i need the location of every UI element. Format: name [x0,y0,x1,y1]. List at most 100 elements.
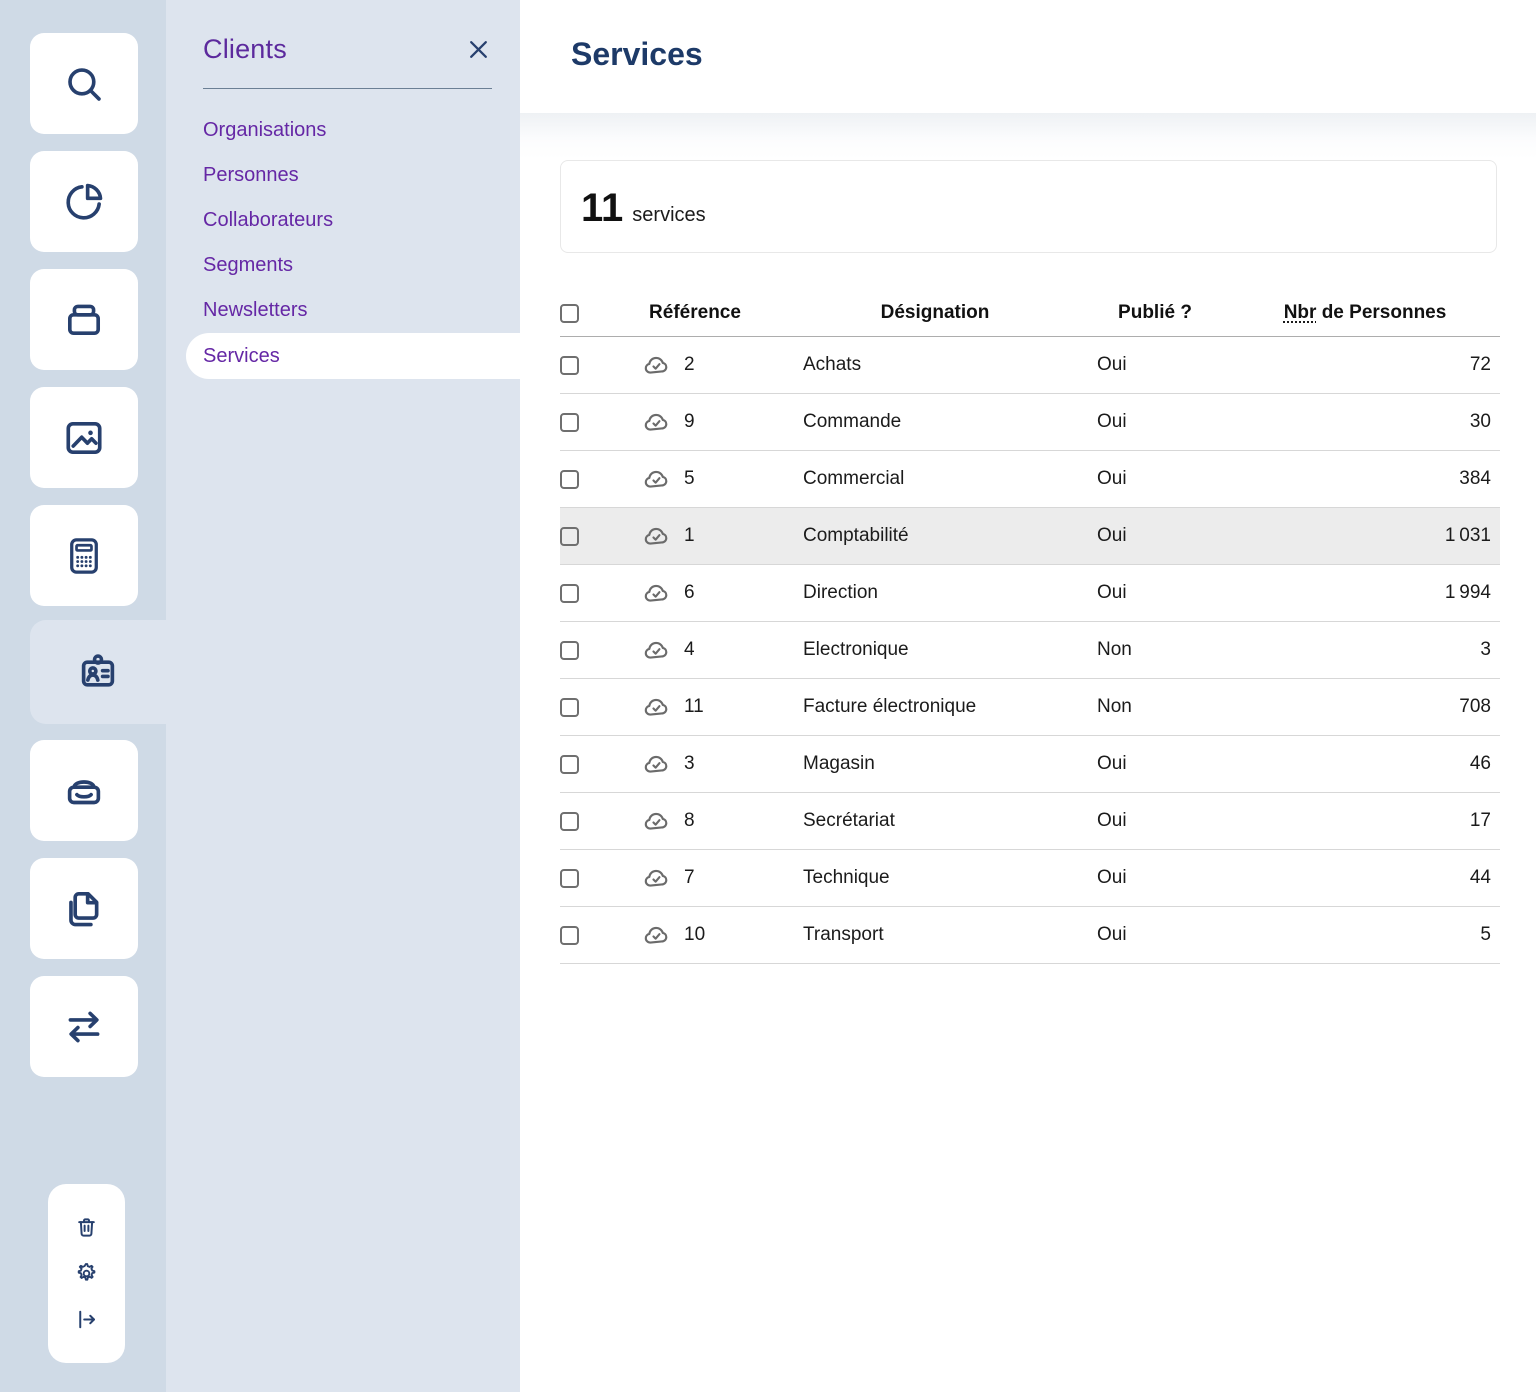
row-person-count: 5 [1480,924,1491,945]
row-person-count: 72 [1469,354,1491,375]
sidebar-item-archive-box[interactable] [30,269,138,370]
table-row[interactable]: 8 Secrétariat Oui 17 [560,793,1500,850]
row-published: Oui [1097,525,1127,546]
archive-box-icon [61,297,107,343]
clients-panel: Clients Organisations Personnes Collaborat… [166,0,520,1392]
table-row[interactable]: 3 Magasin Oui 46 [560,736,1500,793]
table-row[interactable]: 11 Facture électronique Non 708 [560,679,1500,736]
header-shadow [520,113,1536,159]
row-person-count: 3 [1480,639,1491,660]
table-row[interactable]: 4 Electronique Non 3 [560,622,1500,679]
row-designation: Electronique [803,639,909,660]
services-count: 11 [581,186,624,230]
column-header-published[interactable]: Publié ? [1118,302,1192,323]
row-published: Non [1097,696,1132,717]
row-person-count: 30 [1469,411,1491,432]
table-row[interactable]: 2 Achats Oui 72 [560,337,1500,394]
row-reference: 2 [684,354,695,375]
sidebar-item-id-badge[interactable] [30,620,166,724]
row-checkbox[interactable] [560,811,579,831]
row-checkbox[interactable] [560,697,579,717]
row-person-count: 1 031 [1444,525,1491,546]
row-published: Non [1097,639,1132,660]
services-count-label: services [632,204,706,226]
column-header-designation[interactable]: Désignation [880,302,990,323]
cloud-check-icon [640,922,673,949]
panel-item-segments[interactable]: Segments [203,254,294,276]
table-row[interactable]: 5 Commercial Oui 384 [560,451,1500,508]
trash-icon [74,1215,99,1240]
column-header-count[interactable]: Nbr de Personnes [1283,302,1447,323]
close-panel-button[interactable] [465,36,492,63]
row-checkbox[interactable] [560,640,579,660]
row-designation: Commande [803,411,902,432]
row-reference: 7 [684,867,695,888]
calculator-icon [61,533,107,579]
transfer-arrows-icon [61,1004,107,1050]
table-row[interactable]: 1 Comptabilité Oui 1 031 [560,508,1500,565]
row-checkbox[interactable] [560,412,579,432]
main-content: Services 11 services Référence Désignati… [520,0,1536,1392]
row-checkbox[interactable] [560,925,579,945]
row-published: Oui [1097,411,1127,432]
panel-item-newsletters[interactable]: Newsletters [203,299,308,321]
row-designation: Transport [803,924,884,945]
row-designation: Secrétariat [803,810,895,831]
sidebar-footer [48,1184,125,1363]
row-person-count: 1 994 [1444,582,1491,603]
row-checkbox[interactable] [560,868,579,888]
row-reference: 11 [684,696,704,717]
pie-chart-icon [61,179,107,225]
sidebar-item-image[interactable] [30,387,138,488]
panel-item-services[interactable]: Services [186,333,520,379]
cloud-check-icon [640,637,673,664]
panel-title: Clients [203,34,287,64]
column-header-reference[interactable]: Référence [649,302,741,323]
settings-gear-button[interactable] [74,1261,99,1286]
table-row[interactable]: 9 Commande Oui 30 [560,394,1500,451]
panel-item-personnes[interactable]: Personnes [203,164,299,186]
panel-item-organisations[interactable]: Organisations [203,119,327,141]
cloud-check-icon [640,523,673,550]
image-icon [61,415,107,461]
close-icon [465,36,492,63]
settings-gear-icon [74,1261,99,1286]
row-published: Oui [1097,867,1127,888]
sidebar-item-calculator[interactable] [30,505,138,606]
table-row[interactable]: 7 Technique Oui 44 [560,850,1500,907]
row-checkbox[interactable] [560,469,579,489]
row-designation: Technique [803,867,890,888]
table-row[interactable]: 6 Direction Oui 1 994 [560,565,1500,622]
logout-button[interactable] [74,1307,99,1332]
services-table: Référence Désignation Publié ? Nbr de Pe… [560,290,1500,964]
row-published: Oui [1097,468,1127,489]
row-person-count: 44 [1469,867,1491,888]
sidebar-item-copy[interactable] [30,858,138,959]
row-checkbox[interactable] [560,355,579,375]
sidebar-item-pie-chart[interactable] [30,151,138,252]
row-designation: Magasin [803,753,875,774]
row-published: Oui [1097,582,1127,603]
sidebar-item-search[interactable] [30,33,138,134]
sidebar-item-storage-tray[interactable] [30,740,138,841]
row-designation: Commercial [803,468,905,489]
row-checkbox[interactable] [560,526,579,546]
panel-item-collaborateurs[interactable]: Collaborateurs [203,209,334,231]
row-reference: 1 [684,525,695,546]
row-reference: 5 [684,468,695,489]
row-person-count: 708 [1459,696,1491,717]
table-header-row: Référence Désignation Publié ? Nbr de Pe… [560,290,1500,337]
row-reference: 10 [684,924,706,945]
page-title: Services [571,36,703,72]
sidebar-item-transfer-arrows[interactable] [30,976,138,1077]
row-checkbox[interactable] [560,583,579,603]
row-published: Oui [1097,810,1127,831]
select-all-checkbox[interactable] [560,303,579,323]
trash-button[interactable] [74,1215,99,1240]
table-row[interactable]: 10 Transport Oui 5 [560,907,1500,964]
row-designation: Direction [803,582,878,603]
row-checkbox[interactable] [560,754,579,774]
cloud-check-icon [640,694,673,721]
row-designation: Achats [803,354,862,375]
